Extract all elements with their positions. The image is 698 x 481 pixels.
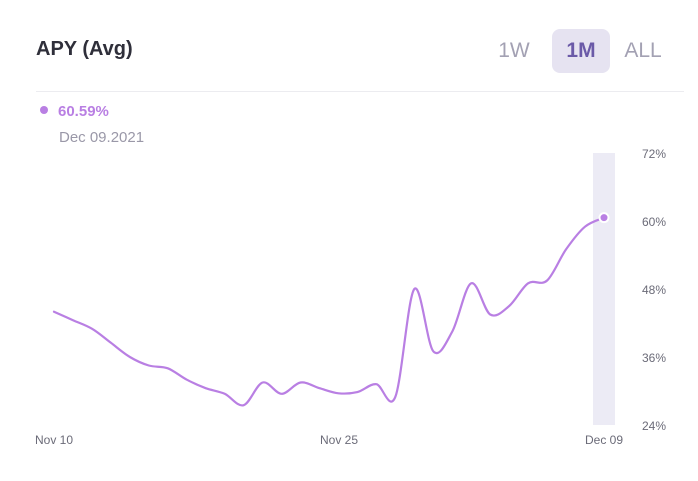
series-dot-icon [40,106,48,114]
y-tick-label: 48% [642,283,666,297]
chart-title: APY (Avg) [36,38,133,60]
y-tick-label: 72% [642,147,666,161]
tooltip-value: 60.59% [58,103,109,120]
range-selector: 1W 1M ALL [484,29,674,73]
range-1m-button[interactable]: 1M [552,29,610,73]
y-tick-label: 36% [642,351,666,365]
tooltip-date: Dec 09.2021 [59,129,145,146]
hover-highlight-band [593,153,615,425]
x-tick-label: Nov 25 [320,433,358,447]
x-tick-label: Dec 09 [585,433,623,447]
range-1w-button[interactable]: 1W [498,39,530,62]
selected-point[interactable] [598,212,610,224]
range-all-button[interactable]: ALL [624,39,662,62]
x-tick-label: Nov 10 [35,433,73,447]
y-tick-label: 60% [642,215,666,229]
y-tick-label: 24% [642,419,666,433]
header-divider [36,91,684,92]
series-line [52,216,606,407]
